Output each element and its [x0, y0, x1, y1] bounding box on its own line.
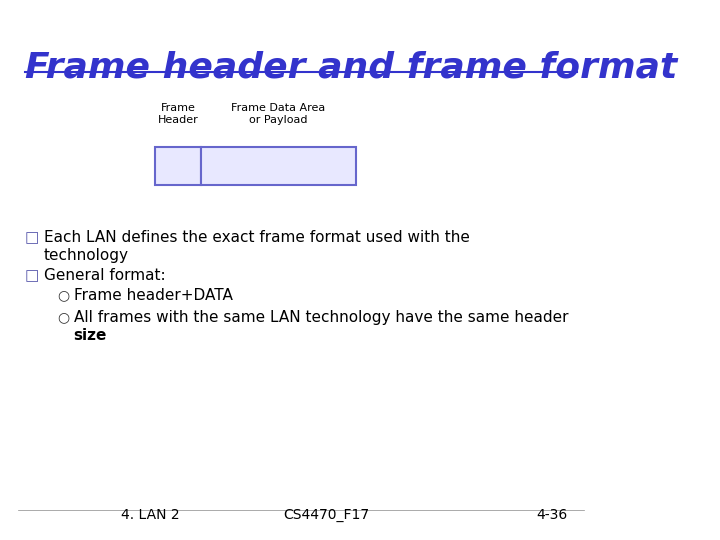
Text: All frames with the same LAN technology have the same header: All frames with the same LAN technology … — [73, 310, 568, 325]
Text: Frame header and frame format: Frame header and frame format — [25, 50, 678, 84]
Text: ○: ○ — [57, 310, 69, 324]
Text: General format:: General format: — [43, 268, 165, 283]
FancyBboxPatch shape — [201, 147, 356, 185]
Text: Frame Data Area
or Payload: Frame Data Area or Payload — [231, 103, 325, 125]
Text: size: size — [73, 328, 107, 343]
Text: Each LAN defines the exact frame format used with the: Each LAN defines the exact frame format … — [43, 230, 469, 245]
Text: □: □ — [25, 268, 40, 283]
Text: Frame
Header: Frame Header — [158, 103, 198, 125]
Text: 4. LAN 2: 4. LAN 2 — [121, 508, 180, 522]
Text: Frame header+DATA: Frame header+DATA — [73, 288, 233, 303]
Text: 4-36: 4-36 — [536, 508, 568, 522]
FancyBboxPatch shape — [155, 147, 201, 185]
Text: ○: ○ — [57, 288, 69, 302]
Text: technology: technology — [43, 248, 128, 263]
Text: CS4470_F17: CS4470_F17 — [283, 508, 369, 522]
Text: □: □ — [25, 230, 40, 245]
